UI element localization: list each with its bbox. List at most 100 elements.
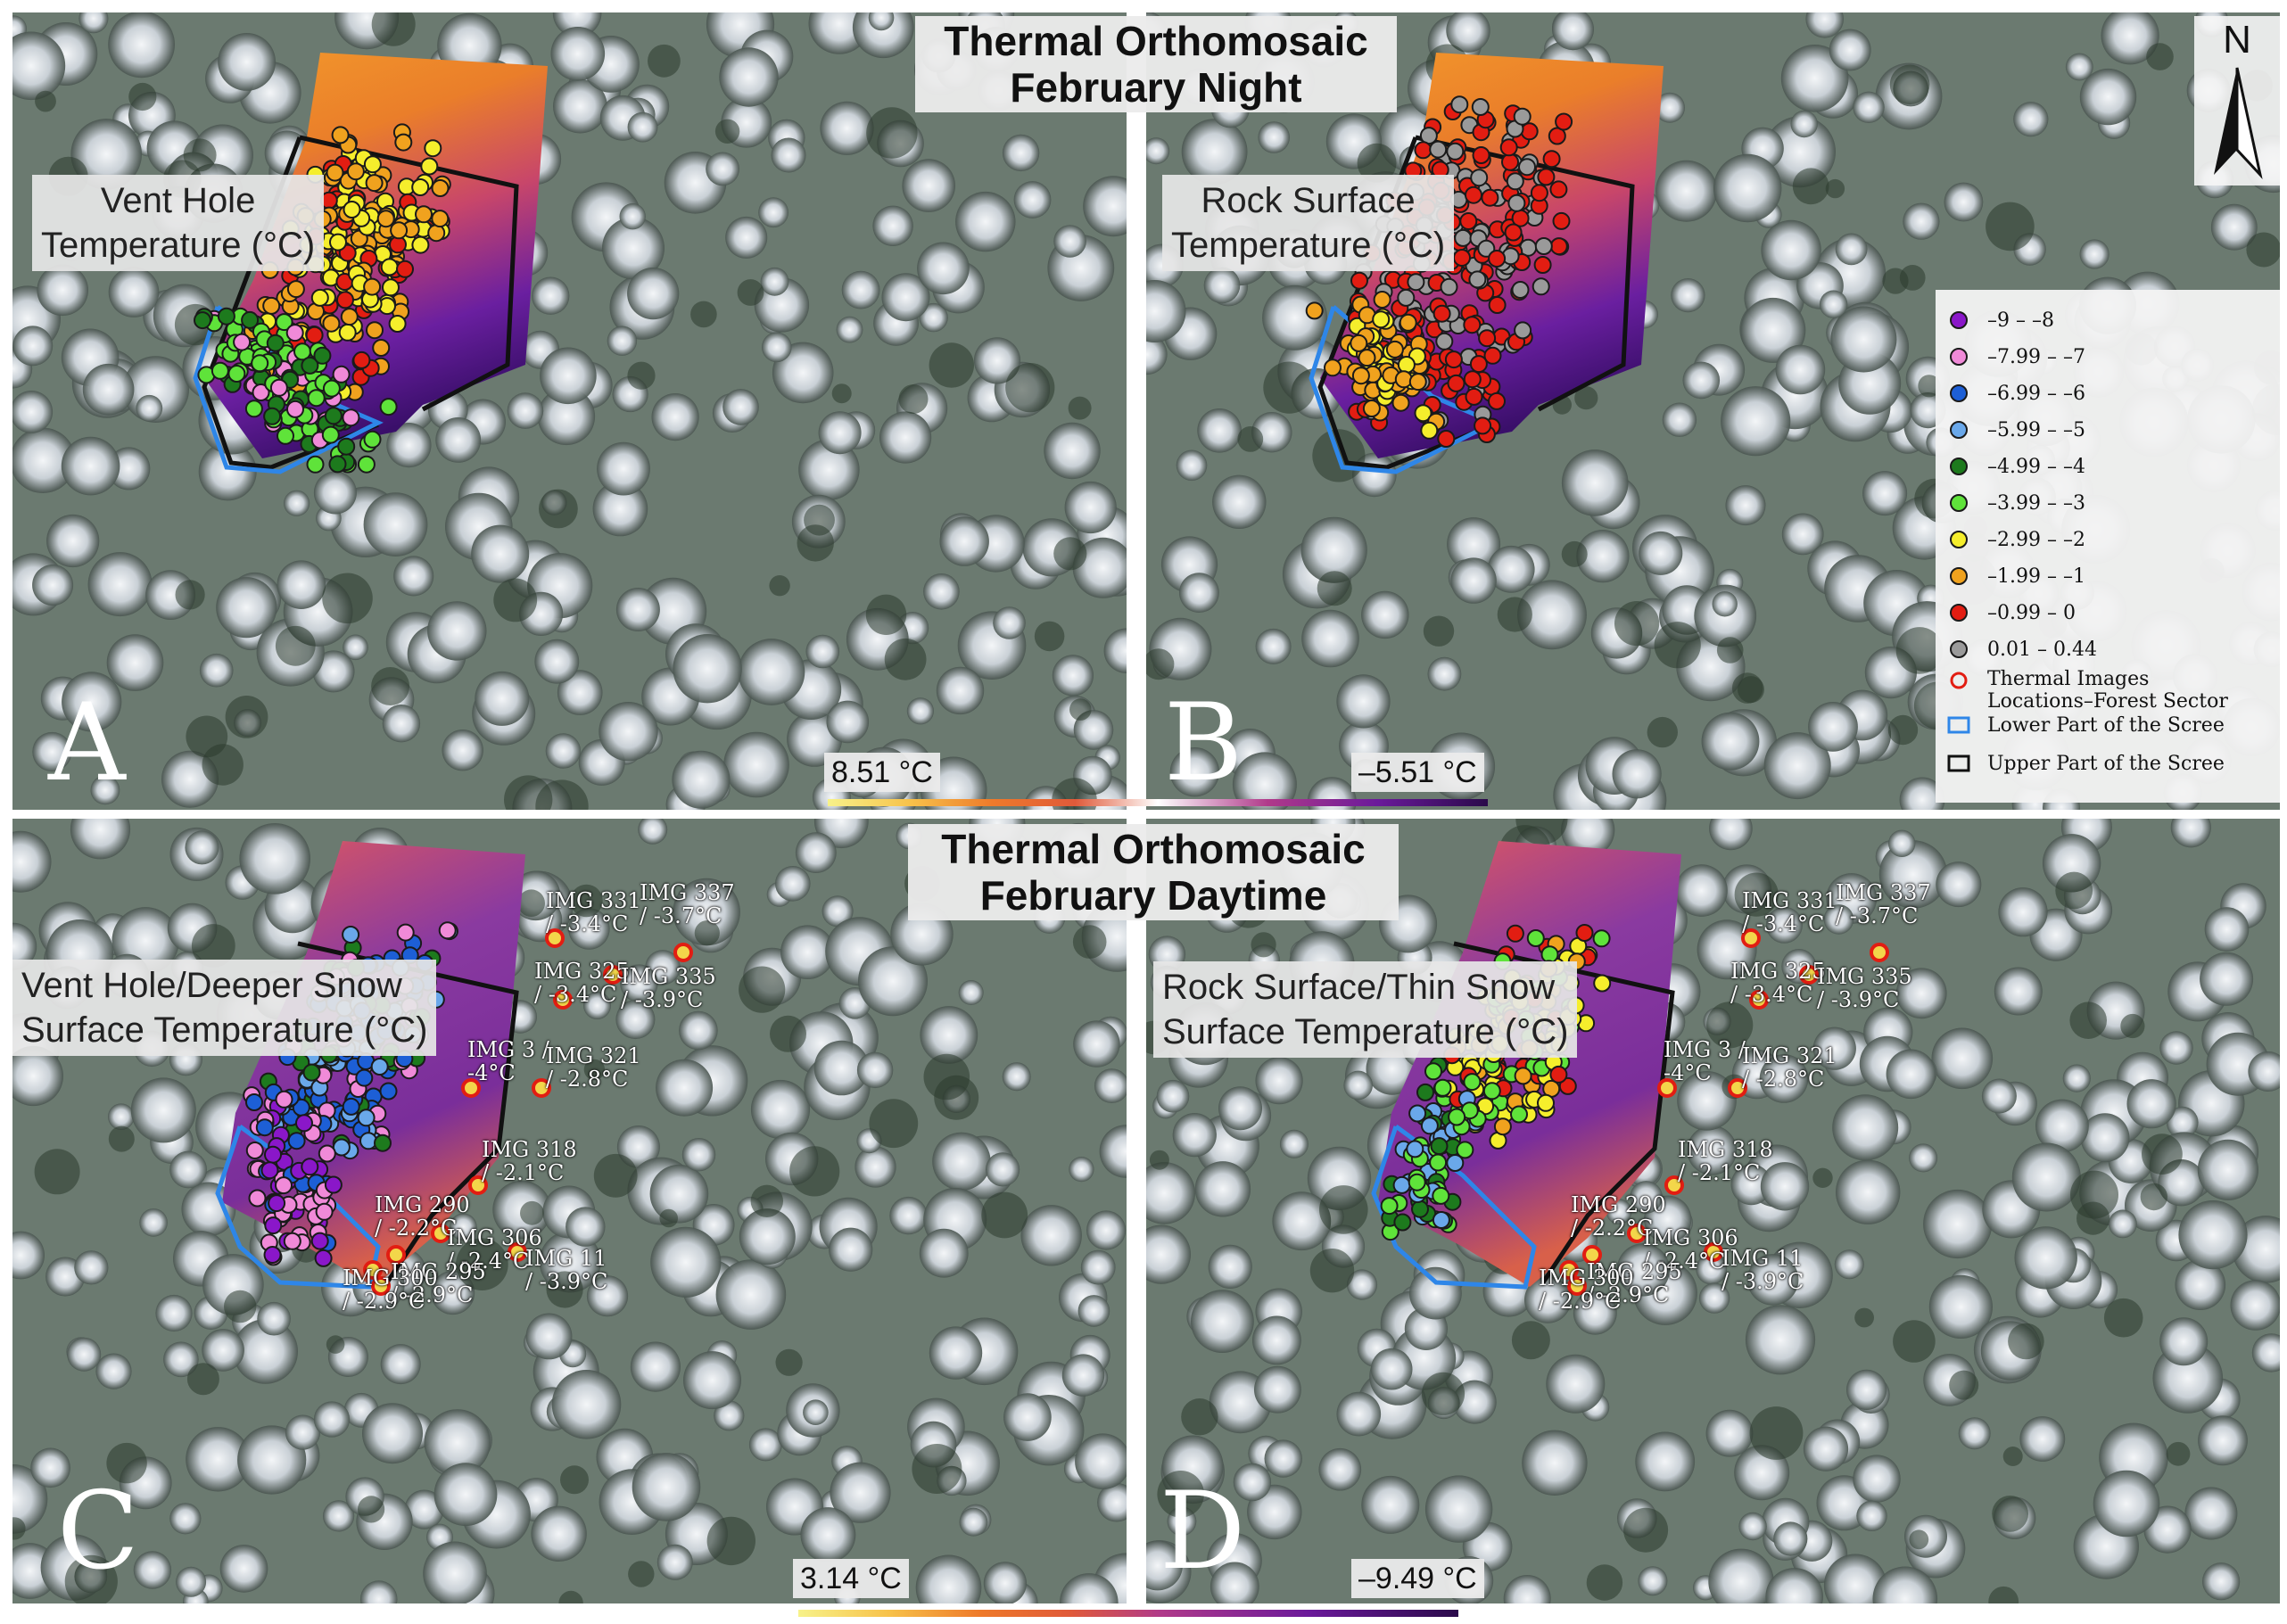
thermal-image-marker[interactable] [1728,1078,1747,1098]
thermal-image-marker[interactable] [1582,1245,1602,1265]
survey-point [1534,237,1553,255]
survey-point [307,389,326,408]
legend-box-icon [1946,751,1971,776]
thermal-image-marker[interactable] [431,1224,450,1243]
thermal-image-marker[interactable] [468,1175,488,1195]
thermal-image-marker[interactable] [1799,965,1819,985]
survey-point [310,288,329,307]
survey-point [357,455,376,474]
survey-point [324,407,343,425]
survey-point [1537,168,1556,186]
survey-point [275,313,293,332]
legend-item: –4.99 – –4 [1946,449,2085,484]
survey-point [301,356,319,375]
survey-point [1542,150,1561,169]
survey-point [438,921,457,940]
panel-a-label: Vent Hole Temperature (°C) [32,175,325,271]
survey-point [1407,273,1425,292]
legend-label: –2.99 – –2 [1987,528,2085,551]
thermal-image-marker[interactable] [532,1078,551,1098]
thermal-image-markers [1559,928,1889,1296]
legend-item: –3.99 – –3 [1946,485,2085,521]
survey-point [1530,184,1548,202]
thermal-image-name: IMG 3 / [467,1037,549,1062]
survey-point [268,1194,286,1213]
survey-point [1447,374,1465,392]
thermal-image-value: -4°C [467,1060,516,1085]
legend-label: –4.99 – –4 [1987,455,2085,478]
panel-d-label-line1: Rock Surface/Thin Snow [1162,968,1556,1007]
survey-point [1459,212,1478,230]
thermal-image-marker[interactable] [673,943,693,962]
survey-point [211,361,229,380]
survey-point [302,1063,321,1082]
survey-point [363,277,382,296]
thermal-image-marker[interactable] [1870,943,1889,962]
thermal-image-marker[interactable] [371,1276,391,1296]
forest-canopy [1146,819,2280,1603]
thermal-image-marker[interactable] [1559,1260,1579,1280]
survey-point [301,1158,319,1176]
thermal-image-label: IMG 331/ -3.4°C [546,889,641,936]
survey-point [1424,1062,1442,1081]
thermal-image-marker[interactable] [1704,1242,1723,1262]
legend-item: Lower Part of the Scree [1946,707,2225,743]
survey-point [343,201,361,218]
thermal-image-marker[interactable] [508,1242,527,1262]
legend-dot-icon [1946,490,1971,515]
survey-point [1510,1105,1528,1124]
survey-point [1533,256,1552,274]
survey-point [264,1145,282,1164]
thermal-image-marker[interactable] [1627,1224,1647,1243]
thermal-image-label: IMG 3 /-4°C [1664,1038,1746,1084]
survey-point [411,178,430,196]
survey-point [1394,370,1413,389]
survey-point [1420,421,1439,440]
thermal-image-name: IMG 331 [1742,888,1837,913]
thermal-image-marker[interactable] [603,965,623,985]
panel-d: Rock Surface/Thin Snow Surface Temperatu… [1146,819,2280,1603]
survey-point [1493,1117,1512,1136]
survey-point [233,333,252,351]
survey-point [1420,1117,1439,1135]
thermal-image-marker[interactable] [1567,1276,1587,1296]
legend-label: Upper Part of the Scree [1987,752,2225,775]
survey-point [342,1097,360,1116]
survey-point [1469,355,1488,374]
thermal-image-marker[interactable] [545,928,565,948]
survey-point [370,1058,389,1076]
survey-point [1504,223,1523,242]
survey-point [1513,107,1532,126]
thermal-image-marker[interactable] [363,1260,383,1280]
survey-point [217,307,235,326]
thermal-image-value: / -3.4°C [534,982,617,1007]
legend-label: Lower Part of the Scree [1987,713,2225,737]
thermal-image-value: / -2.2°C [1571,1216,1654,1241]
thermal-image-marker[interactable] [461,1078,481,1098]
panel-b-label: Rock Surface Temperature (°C) [1162,175,1455,271]
survey-point [379,1082,398,1101]
legend-item: –0.99 – 0 [1946,595,2076,631]
survey-point [336,291,354,309]
legend-item: Upper Part of the Scree [1946,746,2225,781]
survey-point [287,1132,306,1150]
thermal-image-name: IMG 11 [525,1246,607,1271]
panel-a-letter: A [48,681,126,805]
survey-point [263,1246,282,1264]
thermal-image-label: IMG 325/ -3.4°C [534,960,630,1006]
thermal-image-marker[interactable] [553,990,573,1010]
thermal-image-marker[interactable] [1664,1175,1684,1195]
survey-point [1362,400,1381,417]
survey-point [241,310,260,329]
survey-point [1433,1078,1452,1097]
thermal-image-marker[interactable] [1741,928,1761,948]
survey-point [1385,340,1404,359]
thermal-image-marker[interactable] [1749,990,1769,1010]
survey-point [227,365,246,383]
thermal-image-marker[interactable] [1657,1078,1677,1098]
thermal-image-marker[interactable] [386,1245,406,1265]
survey-point [1520,122,1539,141]
survey-point [1392,1175,1411,1194]
thermal-image-value: / -3.4°C [546,911,629,936]
survey-point [1432,1211,1450,1229]
